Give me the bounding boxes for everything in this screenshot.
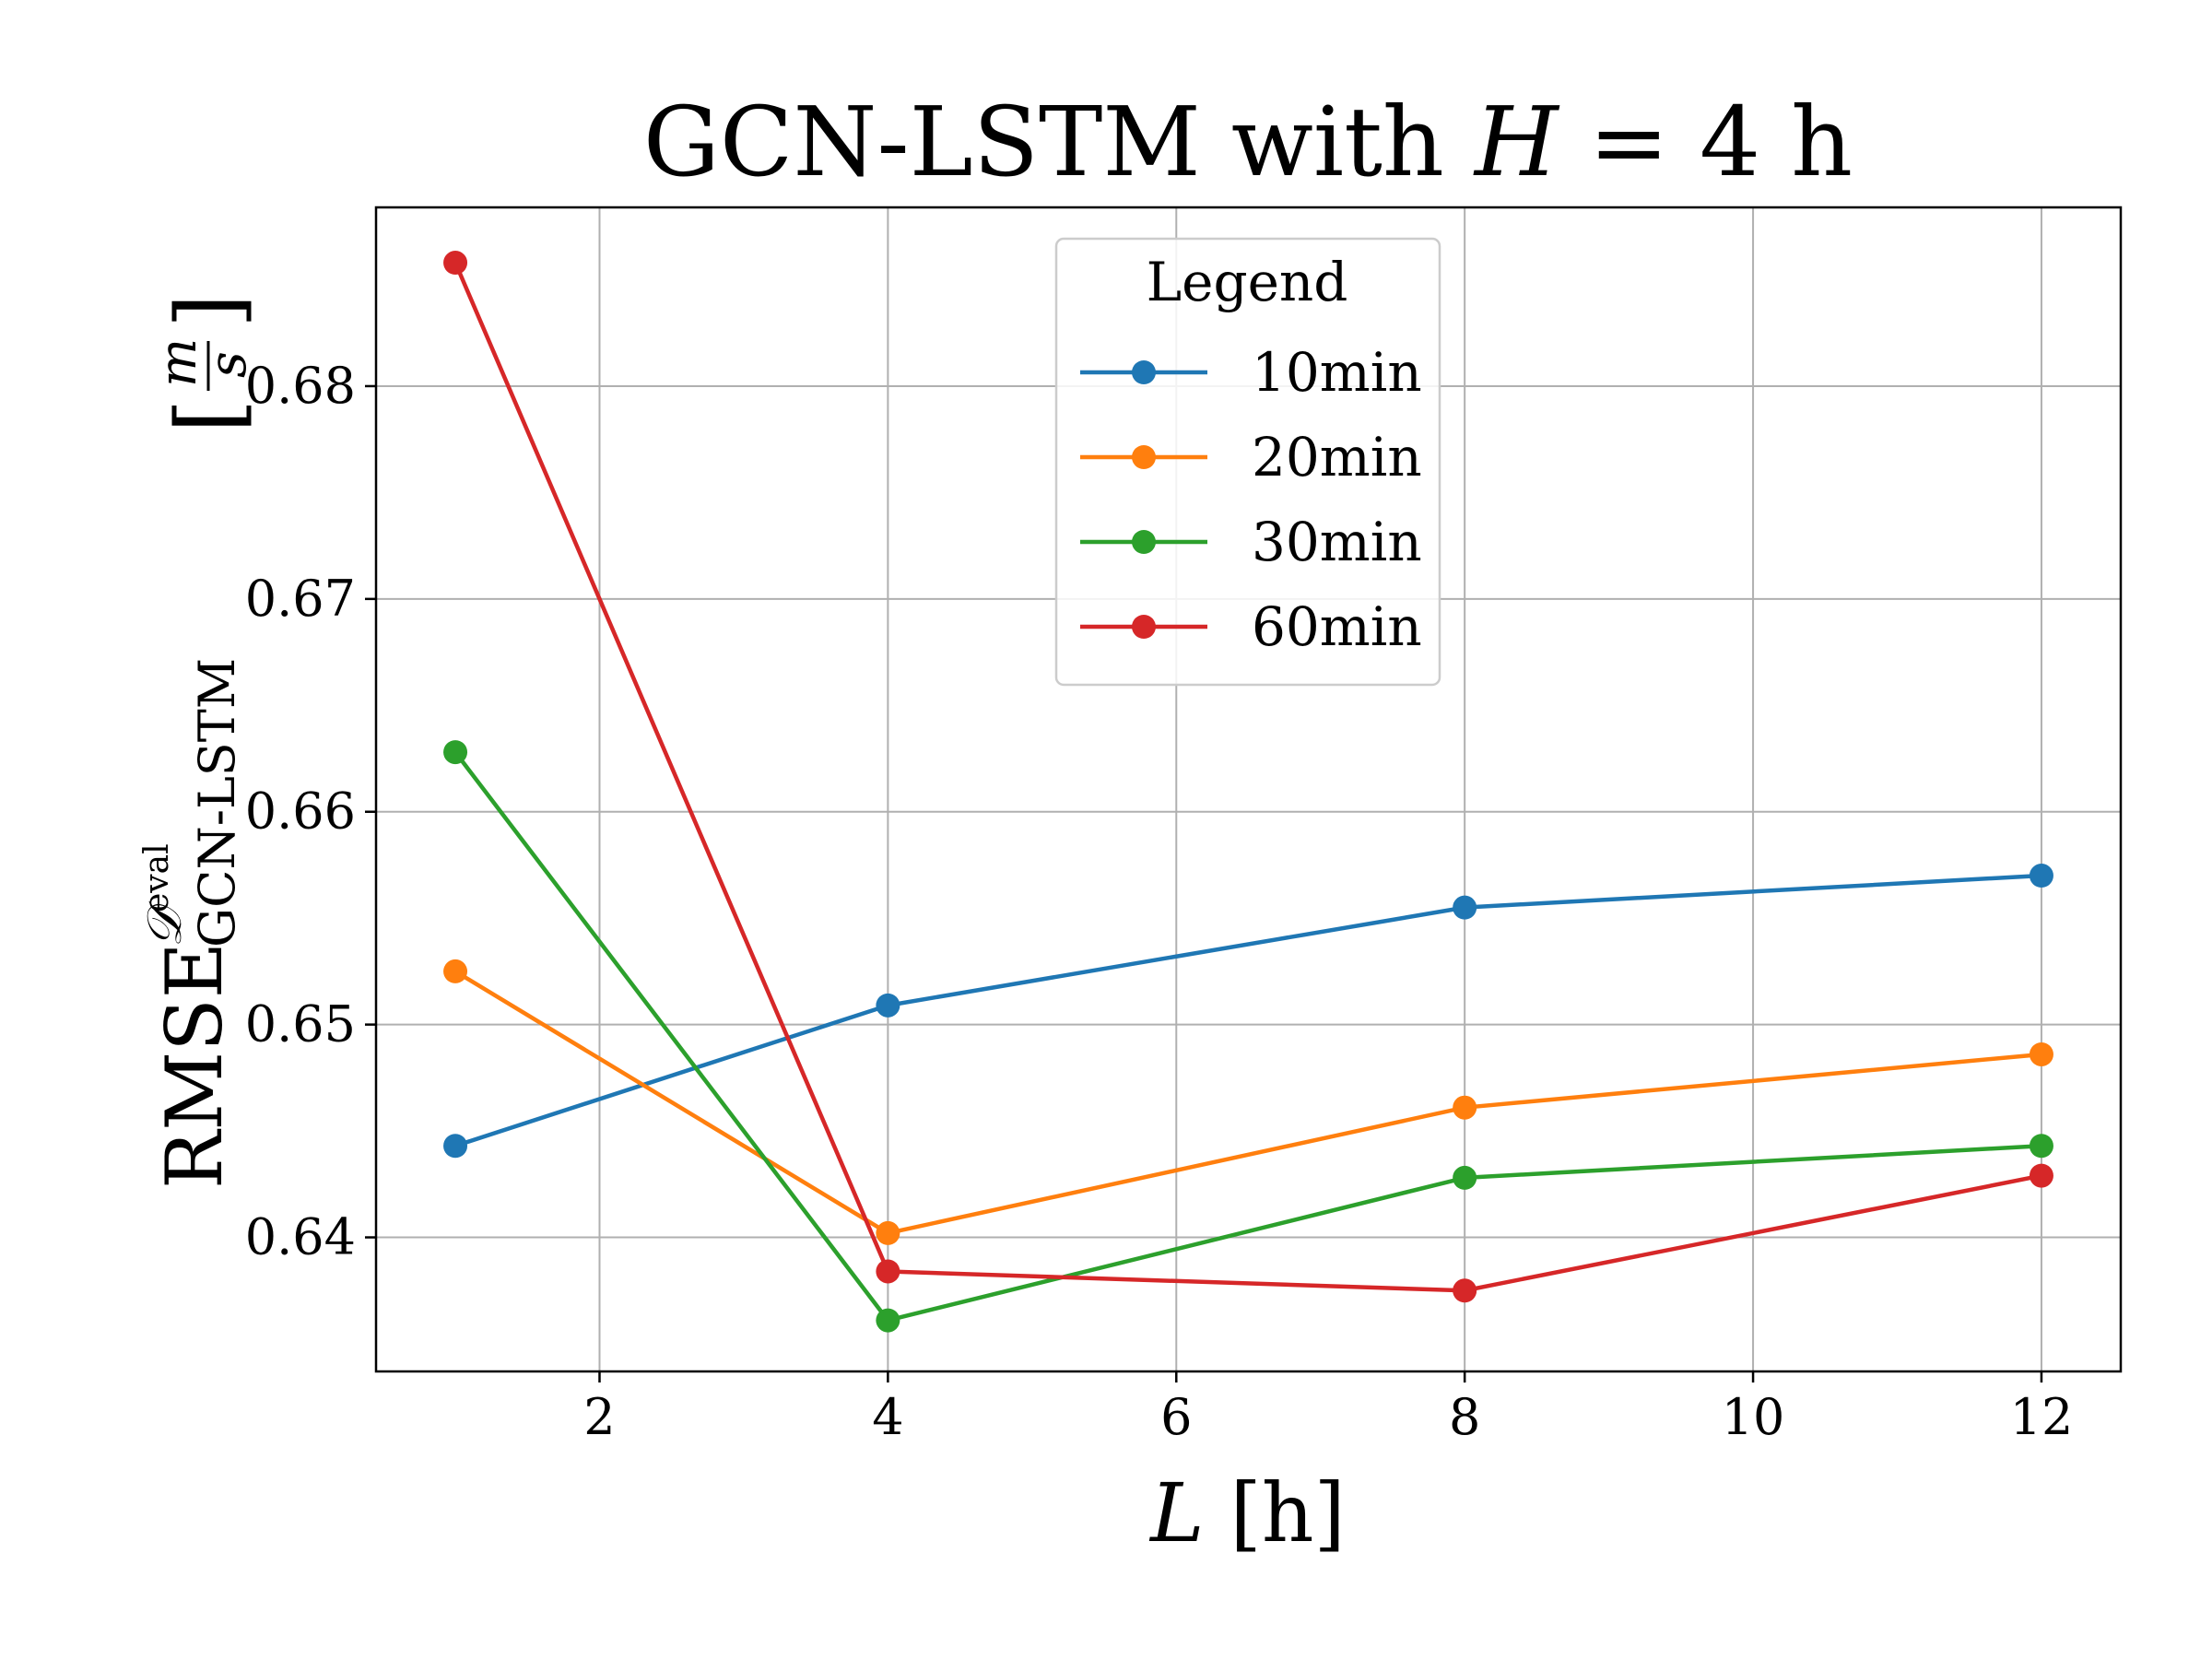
data-point-30min [876, 1308, 900, 1333]
y-unit-numerator: m [148, 338, 208, 387]
data-point-20min [2029, 1041, 2053, 1066]
y-unit-denominator: s [198, 351, 258, 378]
x-axis-label: L [h] [1148, 1465, 1346, 1560]
series-lines [453, 262, 2042, 1323]
data-point-20min [443, 959, 468, 983]
svg-text:RMSE: RMSE [149, 942, 240, 1189]
legend-label: 20min [1252, 426, 1422, 488]
title-prefix: GCN-LSTM with [643, 86, 1475, 198]
legend-item-20min: 20min [1080, 426, 1422, 488]
y-tick-label: 0.68 [245, 357, 356, 415]
x-axis-unit: [h] [1205, 1465, 1346, 1560]
y-unit-bracket-left: [ [158, 399, 261, 433]
y-unit-bracket-right: ] [158, 294, 261, 328]
y-tick-label: 0.64 [245, 1208, 356, 1266]
series-line-60min [453, 262, 2042, 1293]
series-line-10min [454, 873, 2042, 1148]
y-axis-main: RMSE [149, 942, 240, 1189]
x-tick-label: 12 [2010, 1388, 2074, 1446]
y-tick-label: 0.65 [245, 995, 356, 1053]
x-tick-label: 10 [1722, 1388, 1785, 1446]
x-tick-label: 2 [583, 1388, 615, 1446]
data-point-60min [2029, 1163, 2053, 1188]
y-axis-superscript-sub: eval [138, 843, 176, 912]
data-point-60min [443, 251, 468, 276]
legend-marker-swatch [1132, 445, 1156, 469]
series-line-20min [453, 969, 2042, 1236]
legend-marker-swatch [1132, 530, 1156, 554]
y-tick-label: 0.66 [245, 782, 356, 841]
data-point-10min [2029, 864, 2053, 888]
plot-frame [374, 206, 2123, 1373]
data-point-60min [1453, 1278, 1477, 1303]
legend-marker-swatch [1132, 360, 1156, 384]
legend-label: 60min [1252, 595, 1422, 658]
data-point-20min [1453, 1095, 1477, 1120]
legend-item-30min: 30min [1080, 511, 1422, 573]
x-axis-ticks: 2 4 6 8 10 12 [583, 1371, 2073, 1446]
chart-title: GCN-LSTM with H = 4 h [643, 86, 1853, 198]
legend-label: 30min [1252, 511, 1422, 573]
data-point-10min [443, 1134, 468, 1159]
data-point-60min [876, 1259, 900, 1284]
legend-item-10min: 10min [1080, 341, 1422, 404]
x-tick-label: 6 [1160, 1388, 1192, 1446]
legend-item-60min: 60min [1080, 595, 1422, 658]
legend-box [1054, 237, 1441, 687]
y-axis-subscript: GCN-LSTM [188, 658, 246, 947]
title-suffix: = 4 h [1559, 86, 1853, 198]
series-markers [443, 251, 2053, 1333]
y-tick-label: 0.67 [245, 570, 356, 628]
x-tick-label: 8 [1449, 1388, 1480, 1446]
title-variable: H [1473, 86, 1560, 198]
series-line-30min [453, 750, 2042, 1323]
legend-title: Legend [1147, 251, 1348, 313]
data-point-10min [1453, 895, 1477, 920]
x-axis-variable: L [1148, 1465, 1204, 1560]
data-point-20min [876, 1220, 900, 1245]
x-tick-label: 4 [872, 1388, 903, 1446]
data-point-10min [876, 993, 900, 1018]
y-axis-label: RMSE 𝒟 eval GCN-LSTM [ m s ] [137, 294, 261, 1189]
legend-items: 10min 20min 30min 60min [1080, 341, 1422, 658]
legend-marker-swatch [1132, 615, 1156, 639]
y-axis-ticks: 0.64 0.65 0.66 0.67 0.68 [245, 357, 376, 1266]
data-point-30min [443, 740, 468, 765]
data-point-30min [2029, 1134, 2053, 1159]
legend: Legend 10min 20min 30min 60min [1054, 237, 1441, 687]
data-point-30min [1453, 1165, 1477, 1190]
legend-label: 10min [1252, 341, 1422, 404]
